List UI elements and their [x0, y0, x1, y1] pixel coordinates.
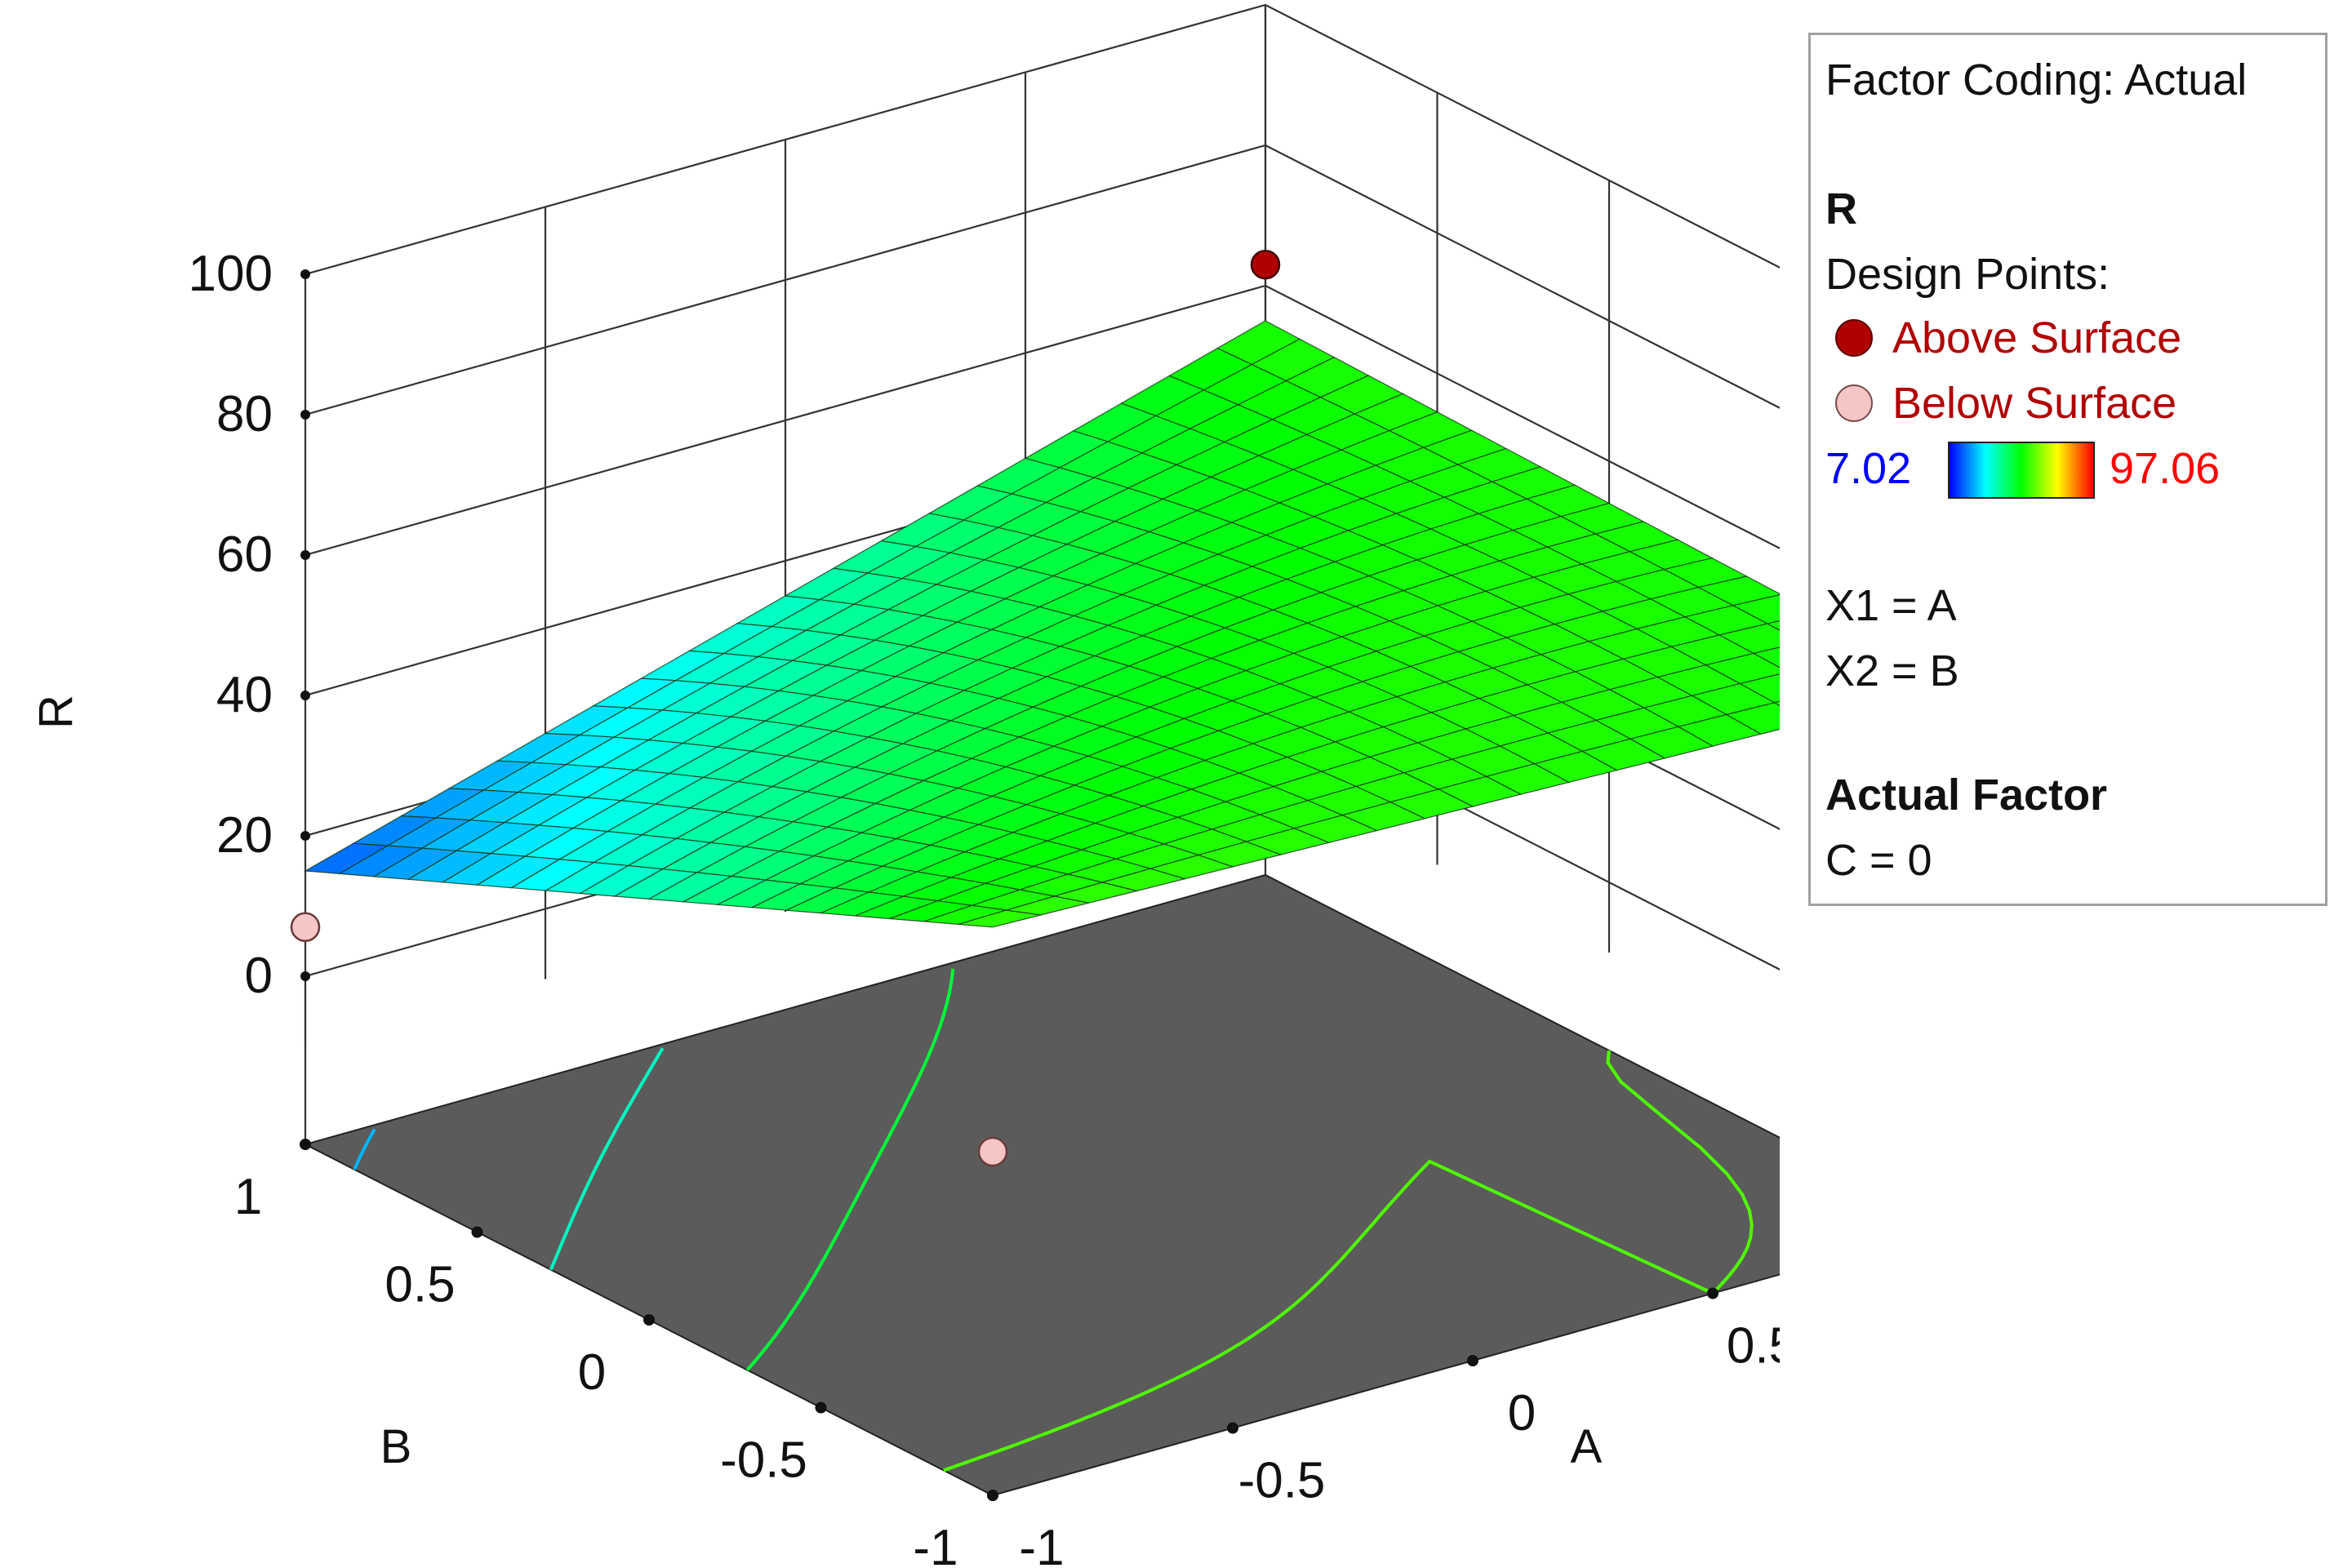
b-tick-label: 1 [234, 1169, 262, 1225]
z-tick-label: 80 [216, 386, 273, 442]
floor-contour-line [745, 968, 955, 1371]
x1-mapping: X1 = A [1825, 581, 1957, 630]
design-points-title: Design Points: [1825, 250, 2110, 299]
a-tick-dot [1707, 1287, 1718, 1299]
scale-max-label: 97.06 [2110, 444, 2221, 493]
z-tick-dot [300, 831, 310, 841]
response-surface [304, 320, 1780, 928]
b-tick-label: -0.5 [720, 1433, 807, 1489]
c-value: C = 0 [1825, 836, 1932, 885]
b-tick-dot [643, 1314, 655, 1326]
actual-factor-title: Actual Factor [1825, 771, 2108, 820]
b-tick-dot [815, 1401, 827, 1414]
wall-gridline [305, 3, 1780, 276]
a-tick-label: 0.5 [1727, 1318, 1780, 1375]
a-tick-dot [1227, 1422, 1238, 1434]
surface-cell [958, 909, 1041, 928]
floor-plane [303, 873, 1780, 1497]
b-tick-label: 0.5 [385, 1257, 455, 1313]
b-tick-label: 0 [578, 1344, 606, 1401]
response-name: R [1825, 184, 1857, 233]
floor-contour-line [353, 1128, 376, 1170]
b-axis-label: B [380, 1420, 412, 1473]
z-tick-label: 40 [216, 667, 273, 723]
b-tick-dot [987, 1490, 998, 1501]
x2-mapping: X2 = B [1825, 646, 1959, 695]
a-tick-label: -1 [1019, 1520, 1064, 1568]
color-scale-bar [1948, 442, 2095, 499]
below-surface-label: Below Surface [1892, 379, 2177, 428]
below-surface-marker-icon [1835, 384, 1873, 422]
z-tick-dot [300, 410, 310, 420]
wall-gridline [305, 144, 1780, 416]
floor-contour-line [549, 1047, 665, 1271]
z-tick-label: 20 [216, 807, 273, 864]
scale-min-label: 7.02 [1825, 444, 1912, 493]
floor-plane-shape [303, 873, 1780, 1497]
b-tick-dot [300, 1139, 311, 1150]
above-surface-label: Above Surface [1892, 313, 2182, 362]
z-tick-dot [300, 691, 310, 700]
above-surface-marker-icon [1835, 319, 1873, 357]
design-point-above [1250, 249, 1281, 280]
z-tick-dot [300, 550, 310, 560]
b-tick-label: -1 [913, 1520, 958, 1568]
design-point-below [290, 912, 321, 943]
z-axis-label: R [29, 695, 82, 729]
a-tick-label: 0 [1508, 1385, 1536, 1441]
z-tick-dot [300, 269, 310, 279]
b-tick-dot [471, 1226, 483, 1238]
z-tick-label: 100 [189, 246, 273, 302]
a-axis-label: A [1571, 1420, 1603, 1473]
a-tick-label: -0.5 [1238, 1453, 1326, 1509]
z-tick-dot [300, 971, 310, 981]
a-tick-dot [1467, 1355, 1478, 1366]
factor-coding-text: Factor Coding: Actual [1825, 56, 2248, 104]
z-tick-label: 60 [216, 526, 273, 583]
z-tick-label: 0 [245, 948, 273, 1004]
design-point-below [977, 1136, 1008, 1167]
design-points [290, 249, 1281, 1167]
legend-box: Factor Coding: Actual R Design Points: A… [1808, 33, 2328, 906]
floor-contour-line [943, 1050, 1754, 1472]
